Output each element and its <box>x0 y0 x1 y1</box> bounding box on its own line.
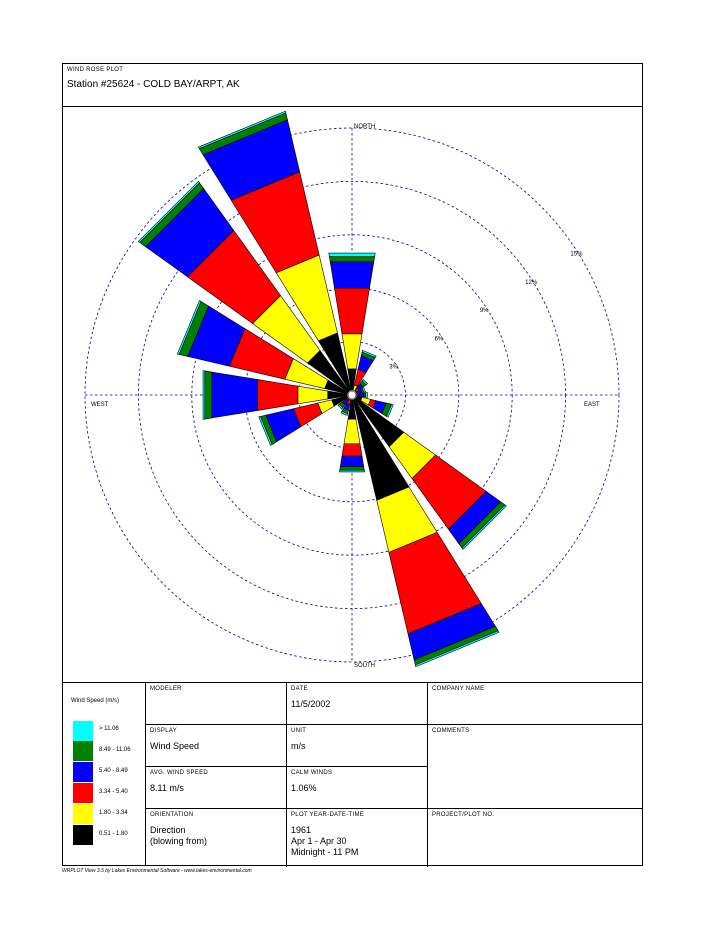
ring-label-12: 12% <box>525 280 538 286</box>
petal-n-bin-3 <box>334 287 370 335</box>
unit-value: m/s <box>291 741 306 751</box>
legend-title: Wind Speed (m/s) <box>71 698 120 704</box>
petal-w-bin-3 <box>257 379 299 411</box>
ring-15 <box>84 127 620 663</box>
ring-label-3: 3% <box>389 365 398 371</box>
avg-speed-label: AVG. WIND SPEED <box>150 770 209 776</box>
petal-n-bin-4 <box>341 333 363 370</box>
petal-e-bin-0 <box>365 392 368 398</box>
unit-label: UNIT <box>291 728 307 734</box>
petal-ne-bin-0 <box>361 378 369 386</box>
display-label: DISPLAY <box>150 728 177 734</box>
legend-swatch-black <box>73 825 93 845</box>
speed-legend: Wind Speed (m/s) > 11.06 8.49 - 11.06 5.… <box>63 683 146 866</box>
petal-w-bin-4 <box>297 385 329 405</box>
petal-n-bin-2 <box>329 261 375 289</box>
petal-s-bin-3 <box>341 443 363 457</box>
ring-label-6: 6% <box>435 336 444 342</box>
display-value: Wind Speed <box>150 741 200 751</box>
direction-label-south: SOUTH <box>354 663 375 669</box>
info-table: Wind Speed (m/s) > 11.06 8.49 - 11.06 5.… <box>63 682 642 867</box>
petal-w-bin-2 <box>211 371 258 419</box>
petal-w-bin-1 <box>204 370 213 420</box>
legend-label: 0.51 - 1.80 <box>99 831 128 837</box>
station-title: Station #25624 - COLD BAY/ARPT, AK <box>67 79 240 90</box>
petal-wsw-bin-0 <box>258 416 273 446</box>
legend-swatch-red <box>73 783 93 803</box>
plot-type-label: WIND ROSE PLOT <box>67 67 124 73</box>
project-label: PROJECT/PLOT NO. <box>432 812 495 818</box>
petal-n-bin-0 <box>328 252 376 257</box>
direction-label-north: NORTH <box>354 124 375 130</box>
calm-winds-cell: CALM WINDS 1.06% <box>287 767 428 809</box>
petal-nw-bin-0 <box>137 180 200 243</box>
petal-s-bin-0 <box>339 469 365 473</box>
petal-wnw-bin-0 <box>176 300 202 355</box>
petal-nne-bin-0 <box>361 349 377 358</box>
date-value: 11/5/2002 <box>291 699 331 709</box>
petal-sse-bin-0 <box>414 630 500 668</box>
wind-rose-chart: NORTH EAST SOUTH WEST 3% 6% 9% 12% 15% <box>84 110 620 669</box>
petal-ese-bin-0 <box>386 403 394 418</box>
ring-label-9: 9% <box>480 308 489 314</box>
plot-year-value: 1961 Apr 1 - Apr 30 Midnight - 11 PM <box>291 825 359 857</box>
petal-se-bin-0 <box>461 504 507 550</box>
software-footer: WRPLOT View 3.5 by Lakes Environmental S… <box>62 868 252 874</box>
wind-rose-area: NORTH EAST SOUTH WEST 3% 6% 9% 12% 15% <box>63 107 644 682</box>
date-cell: DATE 11/5/2002 <box>287 683 428 725</box>
direction-label-west: WEST <box>91 402 109 408</box>
unit-cell: UNIT m/s <box>287 725 428 767</box>
legend-swatch-blue <box>73 762 93 782</box>
company-label: COMPANY NAME <box>432 686 485 692</box>
orientation-cell: ORIENTATION Direction (blowing from) <box>146 809 287 867</box>
petal-nnw-bin-0 <box>197 110 287 150</box>
calm-winds-label: CALM WINDS <box>291 770 333 776</box>
legend-label: > 11.06 <box>99 726 119 732</box>
petal-s-bin-4 <box>343 418 361 445</box>
petal-ssw-bin-0 <box>340 410 348 416</box>
legend-label: 8.49 - 11.06 <box>99 747 131 753</box>
orientation-value: Direction (blowing from) <box>150 825 208 846</box>
company-cell: COMPANY NAME <box>428 683 642 725</box>
report-frame: WIND ROSE PLOT Station #25624 - COLD BAY… <box>62 63 644 867</box>
petal-sw-bin-0 <box>337 403 344 410</box>
ring-label-15: 15% <box>570 252 583 258</box>
legend-swatch-yellow <box>73 804 93 824</box>
modeler-cell: MODELER <box>146 683 287 725</box>
report-header: WIND ROSE PLOT Station #25624 - COLD BAY… <box>63 64 642 107</box>
direction-label-east: EAST <box>584 402 600 408</box>
petal-ene-bin-0 <box>361 387 366 393</box>
comments-cell: COMMENTS <box>428 725 642 809</box>
petal-w-bin-0 <box>202 370 206 420</box>
modeler-label: MODELER <box>150 686 182 692</box>
legend-swatch-green <box>73 741 93 761</box>
petal-s-bin-2 <box>339 455 365 467</box>
legend-label: 3.34 - 5.40 <box>99 789 128 795</box>
display-cell: DISPLAY Wind Speed <box>146 725 287 767</box>
calm-winds-value: 1.06% <box>291 783 317 793</box>
avg-speed-cell: AVG. WIND SPEED 8.11 m/s <box>146 767 287 809</box>
petal-n-bin-1 <box>328 256 376 263</box>
avg-speed-value: 8.11 m/s <box>150 783 184 793</box>
petal-s-bin-1 <box>339 466 365 471</box>
project-cell: PROJECT/PLOT NO. <box>428 809 642 867</box>
legend-label: 5.40 - 8.49 <box>99 768 128 774</box>
plot-year-cell: PLOT YEAR-DATE-TIME 1961 Apr 1 - Apr 30 … <box>287 809 428 867</box>
orientation-label: ORIENTATION <box>150 812 194 818</box>
plot-year-label: PLOT YEAR-DATE-TIME <box>291 812 365 818</box>
calm-center <box>347 390 357 400</box>
legend-label: 1.80 - 3.34 <box>99 810 128 816</box>
date-label: DATE <box>291 686 308 692</box>
petal-e-bin-2 <box>358 392 365 398</box>
comments-label: COMMENTS <box>432 728 470 734</box>
legend-swatch-cyan <box>73 721 93 741</box>
